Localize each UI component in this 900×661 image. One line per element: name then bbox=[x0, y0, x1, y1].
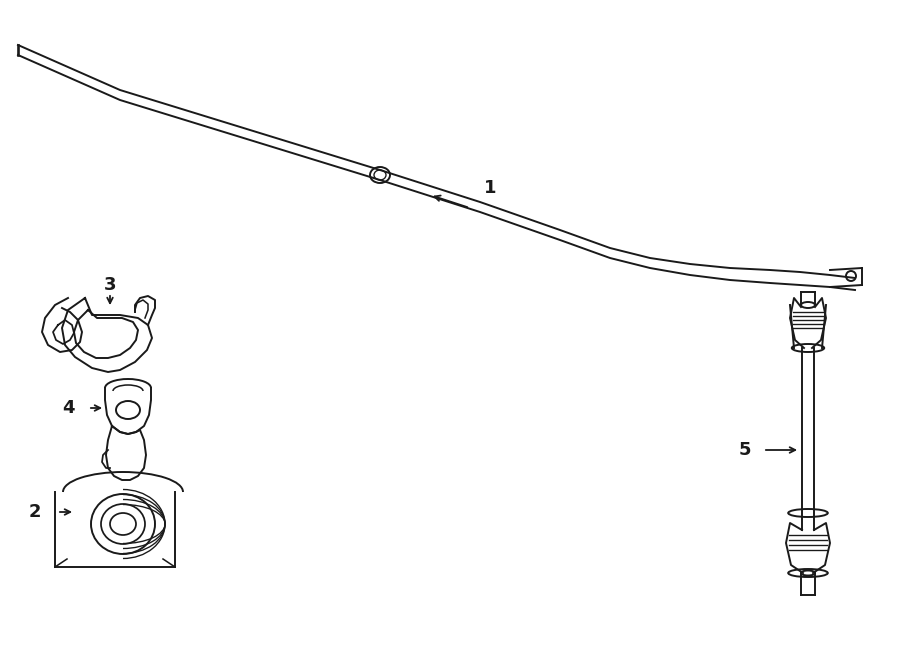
Text: 5: 5 bbox=[739, 441, 752, 459]
Text: 1: 1 bbox=[484, 179, 496, 197]
Text: 3: 3 bbox=[104, 276, 116, 294]
Text: 2: 2 bbox=[29, 503, 41, 521]
Text: 4: 4 bbox=[62, 399, 74, 417]
